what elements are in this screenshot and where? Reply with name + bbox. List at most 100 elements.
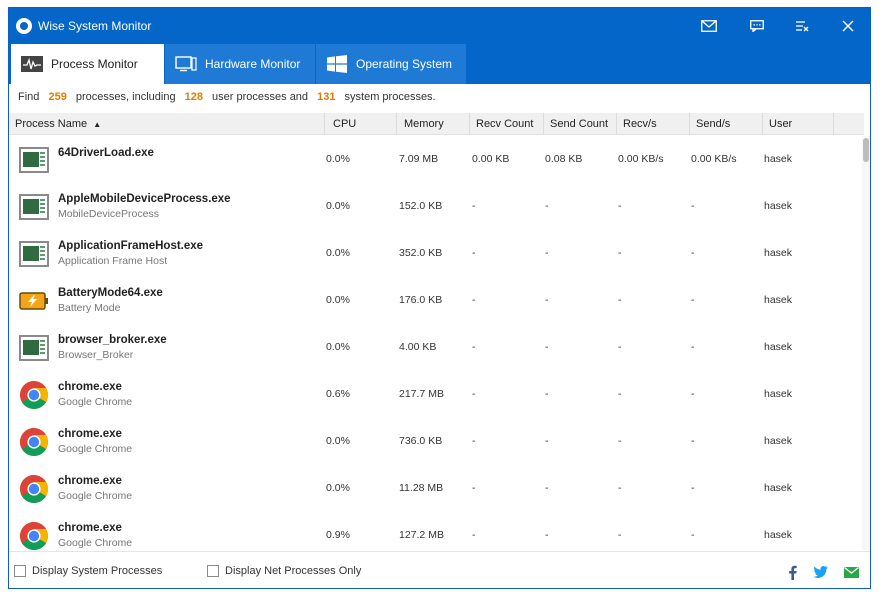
process-name: chrome.exe <box>58 381 122 393</box>
process-row[interactable]: BatteryMode64.exe Battery Mode 0.0% 176.0 K… <box>9 277 862 324</box>
process-name: BatteryMode64.exe <box>58 287 163 299</box>
recv-count: - <box>472 341 476 353</box>
tab-hardware-monitor[interactable]: Hardware Monitor <box>165 44 315 84</box>
process-description: Google Chrome <box>58 443 133 455</box>
column-header-recv-count[interactable]: Recv Count <box>470 113 544 135</box>
vertical-scrollbar[interactable] <box>862 136 870 550</box>
facebook-icon <box>788 565 797 580</box>
process-user: hasek <box>764 482 793 494</box>
column-header-send-rate[interactable]: Send/s <box>690 113 763 135</box>
process-description: MobileDeviceProcess <box>58 208 159 220</box>
process-user: hasek <box>764 388 793 400</box>
app-window-icon <box>19 145 49 175</box>
mail-icon <box>701 20 717 32</box>
send-rate: - <box>691 294 695 306</box>
app-window-icon <box>19 192 49 222</box>
memory-usage: 127.2 MB <box>399 529 444 541</box>
process-description: Application Frame Host <box>58 255 168 267</box>
send-rate: - <box>691 341 695 353</box>
process-name: ApplicationFrameHost.exe <box>58 240 204 252</box>
cpu-usage: 0.0% <box>326 153 350 165</box>
send-count: - <box>545 294 549 306</box>
user-process-count: 128 <box>184 91 203 103</box>
send-rate: - <box>691 482 695 494</box>
tab-process-monitor[interactable]: Process Monitor <box>11 44 164 84</box>
tab-hardware-monitor-label: Hardware Monitor <box>205 57 301 71</box>
recv-rate: 0.00 KB/s <box>618 153 664 165</box>
column-header-recv-rate[interactable]: Recv/s <box>617 113 690 135</box>
process-summary: Find 259 processes, including 128 user p… <box>18 91 436 103</box>
scrollbar-thumb[interactable] <box>863 138 869 162</box>
checkbox-box[interactable] <box>207 565 219 577</box>
summary-text-2: user processes and <box>212 91 309 103</box>
checkbox-box[interactable] <box>14 565 26 577</box>
column-header-memory[interactable]: Memory <box>397 113 470 135</box>
system-process-count: 131 <box>317 91 336 103</box>
send-count: 0.08 KB <box>545 153 583 165</box>
app-logo-icon <box>16 18 32 34</box>
recv-count: - <box>472 388 476 400</box>
column-header-user[interactable]: User <box>763 113 834 135</box>
tab-bar: Process Monitor Hardware Monitor Operati… <box>9 44 870 84</box>
send-count: - <box>545 435 549 447</box>
display-net-processes-checkbox[interactable]: Display Net Processes Only <box>207 565 361 577</box>
total-process-count: 259 <box>48 91 67 103</box>
column-header-process-name[interactable]: Process Name ▲ <box>9 113 325 135</box>
tab-operating-system[interactable]: Operating System <box>316 44 466 84</box>
send-count: - <box>545 341 549 353</box>
process-name: 64DriverLoad.exe <box>58 147 154 159</box>
memory-usage: 4.00 KB <box>399 341 437 353</box>
process-row[interactable]: chrome.exe Google Chrome 0.6% 217.7 MB - - - - h… <box>9 371 862 418</box>
display-net-processes-label: Display Net Processes Only <box>225 565 362 577</box>
footer-bar: Display System Processes Display Net Pro… <box>9 551 870 588</box>
cpu-usage: 0.0% <box>326 247 350 259</box>
recv-count: - <box>472 482 476 494</box>
recv-rate: - <box>618 529 622 541</box>
memory-usage: 152.0 KB <box>399 200 443 212</box>
recv-count: - <box>472 435 476 447</box>
facebook-share-button[interactable] <box>784 564 800 580</box>
app-window: Wise System Monitor Process Monitor Hard… <box>8 7 871 589</box>
column-header-cpu[interactable]: CPU <box>325 113 397 135</box>
process-user: hasek <box>764 529 793 541</box>
chat-button[interactable] <box>746 15 768 37</box>
column-header-process-name-label: Process Name <box>15 118 88 130</box>
send-rate: - <box>691 529 695 541</box>
process-name: AppleMobileDeviceProcess.exe <box>58 193 231 205</box>
process-row[interactable]: ApplicationFrameHost.exe Application Fram… <box>9 230 862 277</box>
recv-count: - <box>472 200 476 212</box>
process-list: 64DriverLoad.exe 0.0% 7.09 MB 0.00 KB 0.08 K… <box>9 136 862 550</box>
process-row[interactable]: AppleMobileDeviceProcess.exe MobileDevice… <box>9 183 862 230</box>
sort-ascending-icon: ▲ <box>93 120 102 129</box>
recv-count: 0.00 KB <box>472 153 510 165</box>
menu-button[interactable] <box>791 15 813 37</box>
process-row[interactable]: chrome.exe Google Chrome 0.9% 127.2 MB - - - - h… <box>9 512 862 550</box>
process-name: chrome.exe <box>58 428 122 440</box>
chrome-icon <box>19 380 49 410</box>
process-row[interactable]: browser_broker.exe Browser_Broker 0.0% 4.00… <box>9 324 862 371</box>
send-rate: 0.00 KB/s <box>691 153 737 165</box>
send-rate: - <box>691 435 695 447</box>
tab-operating-system-label: Operating System <box>356 57 453 71</box>
display-system-processes-label: Display System Processes <box>32 565 163 577</box>
close-button[interactable] <box>837 15 859 37</box>
process-description: Browser_Broker <box>58 349 134 361</box>
app-window-graphic <box>19 194 49 220</box>
send-count: - <box>545 200 549 212</box>
process-row[interactable]: chrome.exe Google Chrome 0.0% 11.28 MB - - - - h… <box>9 465 862 512</box>
windows-logo-icon <box>326 55 348 73</box>
display-system-processes-checkbox[interactable]: Display System Processes <box>14 565 162 577</box>
recv-count: - <box>472 294 476 306</box>
twitter-share-button[interactable] <box>812 564 828 580</box>
process-name: chrome.exe <box>58 475 122 487</box>
app-window-graphic <box>19 335 49 361</box>
feedback-mail-button[interactable] <box>698 15 720 37</box>
cpu-usage: 0.0% <box>326 200 350 212</box>
column-header-send-count[interactable]: Send Count <box>544 113 617 135</box>
cpu-usage: 0.0% <box>326 341 350 353</box>
process-row[interactable]: chrome.exe Google Chrome 0.0% 736.0 KB - - - - h… <box>9 418 862 465</box>
recv-count: - <box>472 247 476 259</box>
email-share-button[interactable] <box>843 564 859 580</box>
process-row[interactable]: 64DriverLoad.exe 0.0% 7.09 MB 0.00 KB 0.08 K… <box>9 136 862 183</box>
memory-usage: 7.09 MB <box>399 153 439 165</box>
